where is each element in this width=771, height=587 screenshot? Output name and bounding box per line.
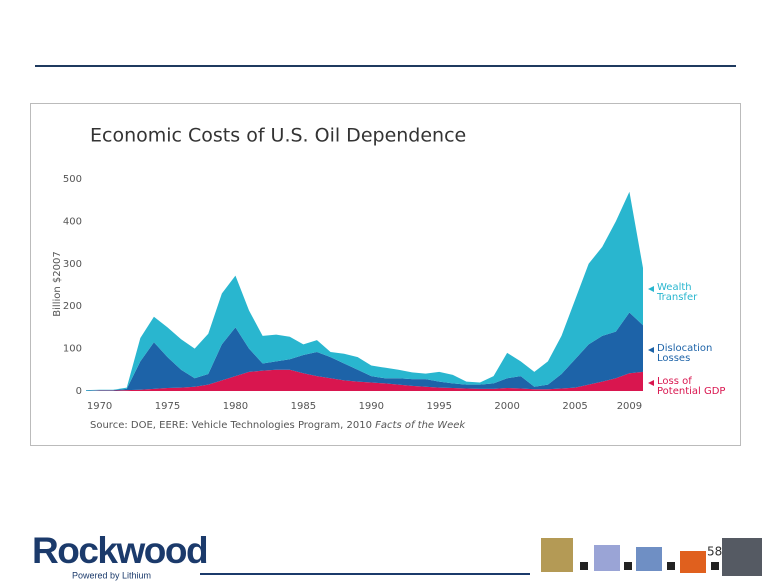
legend-marker bbox=[648, 286, 654, 292]
thumbnail bbox=[594, 545, 620, 571]
x-tick-label: 1995 bbox=[426, 401, 451, 412]
y-axis-label: Billion $2007 bbox=[52, 251, 63, 316]
y-tick-label: 300 bbox=[63, 259, 82, 270]
bullet bbox=[667, 562, 675, 570]
x-tick-label: 2000 bbox=[494, 401, 519, 412]
area bbox=[86, 312, 643, 391]
x-tick-label: 2005 bbox=[562, 401, 587, 412]
x-tick-label: 2009 bbox=[617, 401, 642, 412]
source-note: Source: DOE, EERE: Vehicle Technologies … bbox=[90, 420, 466, 431]
legend-label: Dislocation Losses bbox=[657, 343, 713, 364]
thumbnail bbox=[636, 547, 662, 571]
x-tick-label: 1990 bbox=[359, 401, 384, 412]
thumbnail bbox=[680, 551, 706, 573]
page-number: 58 bbox=[707, 545, 722, 559]
y-tick-label: 500 bbox=[63, 174, 82, 185]
y-tick-label: 0 bbox=[76, 386, 82, 397]
legend-label: Wealth Transfer bbox=[657, 282, 698, 303]
logo-tagline: Powered by Lithium bbox=[72, 570, 151, 580]
y-tick-label: 200 bbox=[63, 301, 82, 312]
y-tick-label: 100 bbox=[63, 344, 82, 355]
legend-label: Loss of Potential GDP bbox=[657, 376, 726, 397]
legend-marker bbox=[648, 380, 654, 386]
x-tick-label: 1985 bbox=[291, 401, 316, 412]
chart-title: Economic Costs of U.S. Oil Dependence bbox=[90, 125, 466, 147]
area bbox=[86, 369, 643, 391]
thumbnail bbox=[722, 538, 762, 576]
source-italic: Facts of the Week bbox=[375, 420, 466, 431]
x-tick-label: 1975 bbox=[155, 401, 180, 412]
bullet bbox=[711, 562, 719, 570]
legend-marker bbox=[648, 347, 654, 353]
thumbnail bbox=[541, 538, 573, 572]
logo: Rockwood bbox=[32, 530, 207, 571]
y-tick-label: 400 bbox=[63, 216, 82, 227]
source-text: Source: DOE, EERE: Vehicle Technologies … bbox=[90, 420, 372, 431]
x-tick-label: 1980 bbox=[223, 401, 248, 412]
thumbnails bbox=[541, 538, 762, 576]
x-tick-label: 1970 bbox=[87, 401, 112, 412]
bullet bbox=[580, 562, 588, 570]
bullet bbox=[624, 562, 632, 570]
